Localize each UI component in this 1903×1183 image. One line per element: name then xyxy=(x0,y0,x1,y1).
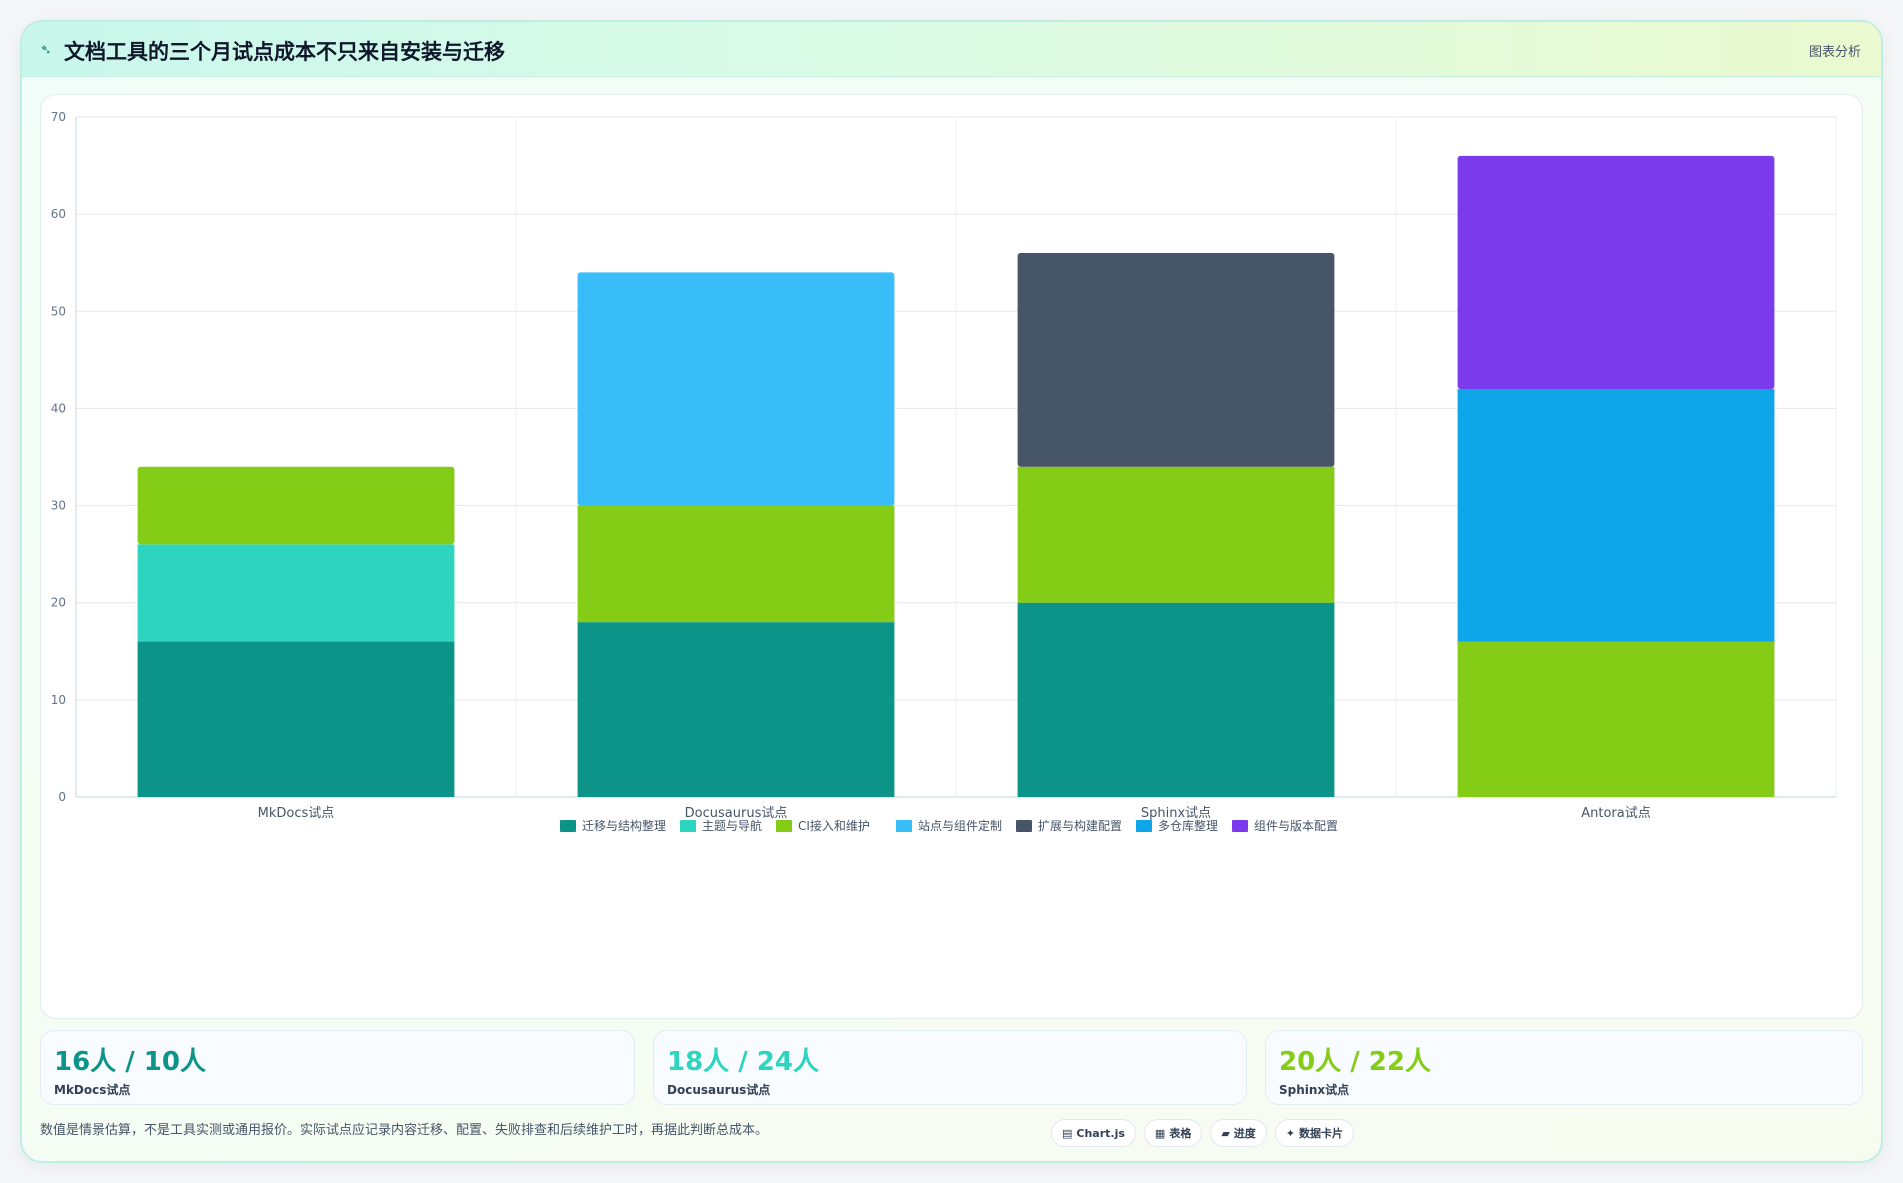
pill-data-card[interactable]: ✦ 数据卡片 xyxy=(1274,1119,1355,1147)
legend-swatch xyxy=(896,820,912,832)
toolbar-pills: ▤ Chart.js ▦ 表格 ▰ 进度 ✦ 数据卡片 xyxy=(1051,1119,1355,1147)
legend-swatch xyxy=(1232,820,1248,832)
y-tick-label: 20 xyxy=(51,596,66,610)
bar-segment xyxy=(137,641,455,797)
legend-swatch xyxy=(1016,820,1032,832)
stat-card-sphinx: 20人 / 22人 Sphinx试点 xyxy=(1265,1030,1863,1105)
card-header: ➴ 文档工具的三个月试点成本不只来自安装与迁移 图表分析 xyxy=(22,22,1881,77)
footnote: 数值是情景估算，不是工具实测或通用报价。实际试点应记录内容迁移、配置、失败排查和… xyxy=(40,1123,769,1138)
bar-segment xyxy=(577,272,895,506)
bar-segment xyxy=(1017,602,1335,797)
stat-label: Sphinx试点 xyxy=(1279,1083,1350,1097)
legend-swatch xyxy=(560,820,576,832)
x-tick-label: Antora试点 xyxy=(1581,806,1651,821)
y-tick-label: 30 xyxy=(51,499,66,513)
stat-label: Docusaurus试点 xyxy=(667,1083,771,1097)
legend-swatch xyxy=(1136,820,1152,832)
bar-segment xyxy=(1457,641,1775,797)
legend-label: 站点与组件定制 xyxy=(918,818,1002,833)
bar-segment xyxy=(1457,155,1775,389)
header-badge: 图表分析 xyxy=(1808,45,1861,60)
legend-label: 多仓库整理 xyxy=(1158,818,1218,833)
legend-label: 迁移与结构整理 xyxy=(582,818,666,833)
table-icon: ▦ xyxy=(1154,1126,1166,1140)
legend-swatch xyxy=(776,820,792,832)
bar-segment xyxy=(577,505,895,623)
chart-icon: ➴ xyxy=(40,42,52,58)
chart-panel: 0 10 20 30 40 50 60 70 MkDocs试点 Docusaurus试点 Sphin… xyxy=(40,94,1863,1019)
bar-segment xyxy=(1017,466,1335,603)
stat-value: 16人 / 10人 xyxy=(54,1047,206,1077)
pill-progress[interactable]: ▰ 进度 xyxy=(1210,1119,1267,1147)
legend-label: 主题与导航 xyxy=(702,818,762,833)
y-tick-label: 0 xyxy=(58,790,66,804)
pill-chartjs[interactable]: ▤ Chart.js xyxy=(1051,1119,1136,1147)
stat-value: 20人 / 22人 xyxy=(1279,1047,1431,1077)
bar-segment xyxy=(577,622,895,797)
bar-segment xyxy=(137,466,455,545)
page-title: 文档工具的三个月试点成本不只来自安装与迁移 xyxy=(64,40,505,64)
stat-value: 18人 / 24人 xyxy=(667,1047,819,1077)
legend-label: 扩展与构建配置 xyxy=(1038,818,1122,833)
card-icon: ✦ xyxy=(1285,1126,1296,1140)
y-tick-label: 10 xyxy=(51,693,66,707)
x-tick-label: Sphinx试点 xyxy=(1141,806,1211,821)
legend-label: CI接入和维护 xyxy=(798,818,870,833)
stacked-bar-chart: 0 10 20 30 40 50 60 70 MkDocs试点 Docusaurus试点 Sphin… xyxy=(51,110,1837,833)
y-tick-label: 40 xyxy=(51,401,66,415)
pill-label: 表格 xyxy=(1169,1127,1192,1140)
chart-icon: ▤ xyxy=(1062,1126,1073,1140)
stat-card-docusaurus: 18人 / 24人 Docusaurus试点 xyxy=(653,1030,1247,1105)
stat-card-mkdocs: 16人 / 10人 MkDocs试点 xyxy=(40,1030,635,1105)
y-tick-label: 70 xyxy=(51,110,66,124)
bar-segment xyxy=(137,544,455,642)
bar-segment xyxy=(1457,389,1775,642)
chart-card: ➴ 文档工具的三个月试点成本不只来自安装与迁移 图表分析 0 10 20 30 40 50… xyxy=(20,20,1883,1163)
pill-label: 数据卡片 xyxy=(1299,1127,1344,1140)
pill-label: Chart.js xyxy=(1076,1126,1125,1140)
x-tick-label: Docusaurus试点 xyxy=(685,806,788,821)
stat-label: MkDocs试点 xyxy=(54,1083,131,1097)
y-tick-label: 50 xyxy=(51,304,66,318)
pill-label: 进度 xyxy=(1233,1127,1256,1140)
x-tick-label: MkDocs试点 xyxy=(258,806,335,821)
legend-label: 组件与版本配置 xyxy=(1254,819,1338,833)
bar-segment xyxy=(1017,253,1335,467)
progress-icon: ▰ xyxy=(1221,1126,1230,1140)
legend-swatch xyxy=(680,820,696,832)
pill-table[interactable]: ▦ 表格 xyxy=(1143,1119,1203,1147)
y-tick-label: 60 xyxy=(51,207,66,221)
